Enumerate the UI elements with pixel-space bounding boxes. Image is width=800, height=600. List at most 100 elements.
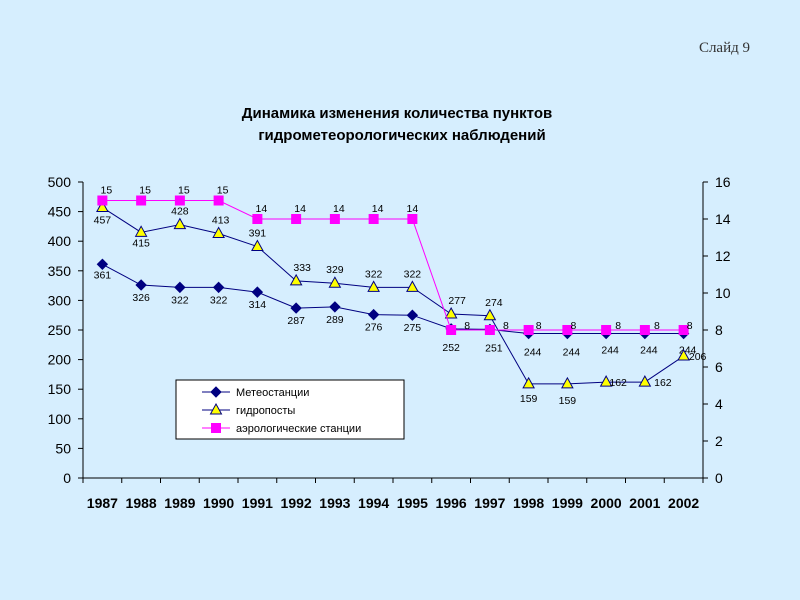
point-marker-diamond (290, 302, 302, 314)
data-label: 415 (132, 237, 150, 249)
legend-label: гидропосты (236, 405, 295, 417)
data-label: 244 (563, 347, 581, 359)
y-left-tick-label: 350 (48, 263, 72, 279)
data-label: 361 (94, 269, 112, 281)
point-marker-diamond (210, 386, 222, 398)
data-label: 333 (293, 262, 311, 274)
point-marker-triangle (367, 280, 380, 292)
point-marker-square (368, 214, 379, 224)
x-tick-label: 1994 (358, 495, 389, 511)
data-label: 14 (294, 203, 306, 215)
point-marker-triangle (561, 376, 574, 389)
data-label: 8 (654, 320, 660, 332)
series-0: 361 326 322 322 314 287 289 276 275 252 251 244 244 2… (94, 258, 697, 359)
data-label: 14 (333, 203, 345, 215)
point-marker-triangle (444, 306, 458, 319)
point-marker-triangle (328, 276, 342, 288)
point-marker-square (174, 195, 185, 206)
y-left-tick-label: 200 (48, 352, 72, 368)
data-label: 244 (640, 345, 658, 357)
point-marker-diamond (174, 281, 186, 294)
point-marker-square (484, 325, 495, 335)
data-label: 14 (407, 203, 419, 215)
series-1: 457 415 428 413 391 333 329 322 322 277 274 159 159 1… (94, 200, 707, 407)
point-marker-diamond (212, 281, 225, 294)
chart-title-line-1: Динамика изменения количества пунктов (242, 105, 552, 122)
y-left-tick-label: 50 (55, 440, 71, 456)
x-tick-label: 2000 (591, 495, 622, 511)
series-line (102, 207, 684, 385)
x-tick-label: 2001 (629, 495, 660, 511)
y-right-tick-label: 16 (715, 174, 731, 190)
point-marker-square (601, 325, 612, 335)
y-left-tick-label: 100 (48, 411, 72, 427)
data-label: 15 (217, 185, 229, 197)
data-label: 329 (326, 264, 344, 276)
data-label: 274 (485, 297, 503, 309)
point-marker-square (678, 325, 689, 335)
x-tick-label: 1997 (474, 495, 505, 511)
point-marker-triangle (638, 375, 652, 387)
point-marker-triangle (173, 217, 187, 230)
data-label: 159 (520, 393, 538, 405)
series-line (102, 200, 684, 331)
data-label: 391 (249, 228, 267, 240)
point-marker-diamond (251, 286, 264, 298)
data-label: 8 (570, 320, 576, 332)
data-label: 275 (404, 322, 422, 334)
data-label: 428 (171, 206, 189, 218)
point-marker-square (639, 325, 650, 335)
data-label: 14 (372, 203, 384, 215)
y-right-tick-label: 12 (715, 248, 731, 264)
point-marker-triangle (522, 376, 535, 389)
data-label: 314 (249, 299, 267, 311)
data-label: 8 (464, 320, 470, 332)
y-left-tick-label: 450 (48, 204, 72, 220)
data-label: 277 (448, 295, 466, 307)
data-label: 15 (178, 185, 190, 197)
y-right-tick-label: 0 (715, 470, 723, 486)
x-tick-label: 1999 (552, 495, 583, 511)
point-marker-triangle (134, 225, 148, 237)
data-label: 15 (101, 185, 113, 197)
data-label: 251 (485, 342, 503, 354)
x-tick-label: 1989 (164, 495, 195, 511)
series-line (102, 263, 684, 335)
x-tick-label: 1990 (203, 495, 234, 511)
x-tick-label: 1992 (281, 495, 312, 511)
point-marker-diamond (135, 279, 147, 291)
y-right-tick-label: 6 (715, 359, 723, 375)
x-tick-label: 1988 (126, 495, 157, 511)
point-marker-triangle (289, 273, 303, 286)
x-tick-label: 2002 (668, 495, 699, 511)
y-right-tick-label: 10 (715, 285, 731, 301)
x-tick-label: 1995 (397, 495, 428, 511)
data-label: 159 (559, 395, 577, 407)
data-label: 326 (132, 292, 150, 304)
legend-label: аэрологические станции (236, 423, 361, 435)
point-marker-square (562, 325, 573, 335)
data-label: 252 (442, 342, 460, 354)
point-marker-square (252, 214, 263, 224)
data-label: 276 (365, 322, 383, 334)
point-marker-square (329, 214, 340, 224)
y-right-tick-label: 2 (715, 433, 723, 449)
legend-label: Метеостанции (236, 387, 309, 399)
point-marker-triangle (599, 375, 613, 387)
point-marker-square (523, 325, 534, 335)
data-label: 8 (536, 320, 542, 332)
y-left-tick-label: 300 (48, 292, 72, 308)
point-marker-square (213, 195, 224, 206)
data-label: 14 (256, 203, 268, 215)
point-marker-square (446, 325, 457, 335)
point-marker-square (291, 214, 302, 224)
y-left-tick-label: 500 (48, 174, 72, 190)
point-marker-triangle (251, 239, 264, 252)
series-2: 15 15 15 15 14 14 14 14 14 8 8 8 8 8 8 8 (97, 185, 693, 335)
y-right-tick-label: 8 (715, 322, 723, 338)
point-marker-diamond (367, 308, 380, 321)
data-label: 244 (524, 347, 542, 359)
y-left-tick-label: 250 (48, 322, 72, 338)
data-label: 8 (615, 320, 621, 332)
point-marker-diamond (329, 301, 341, 313)
